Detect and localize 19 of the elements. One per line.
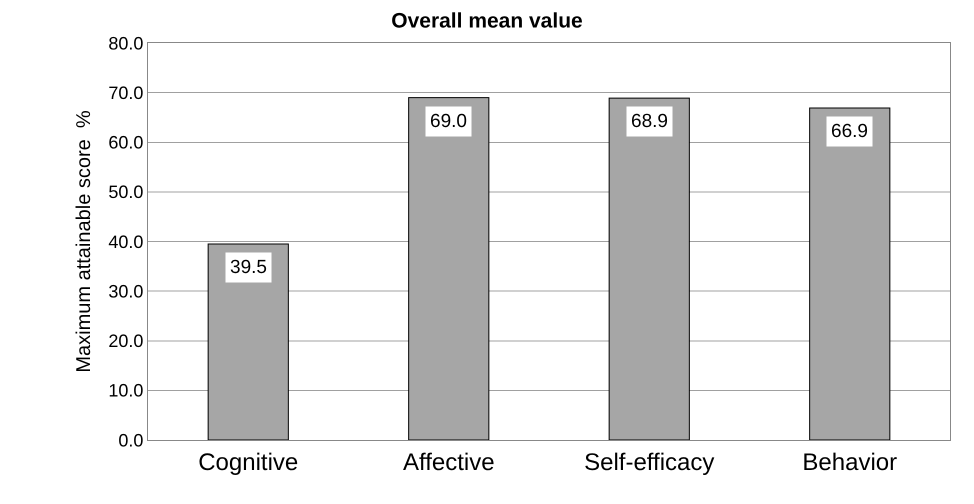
y-tick-label: 30.0 (108, 281, 144, 302)
chart-title: Overall mean value (391, 9, 583, 32)
x-tick-label: Self-efficacy (584, 448, 714, 476)
x-tick-label: Affective (402, 448, 495, 476)
x-tick-label: Behavior (802, 448, 898, 476)
y-tick-label: 0.0 (118, 430, 144, 450)
y-tick-label: 10.0 (108, 380, 144, 401)
y-tick-label: 20.0 (108, 331, 144, 352)
x-tick-label: Cognitive (198, 448, 298, 476)
data-label: 66.9 (831, 121, 868, 142)
data-label: 39.5 (230, 257, 267, 278)
y-tick-label: 50.0 (108, 182, 144, 202)
data-label: 68.9 (631, 111, 668, 132)
y-tick-label: 70.0 (108, 82, 144, 103)
y-tick-label: 60.0 (108, 132, 144, 153)
y-tick-label: 40.0 (108, 232, 144, 252)
y-tick-label: 80.0 (108, 33, 144, 54)
y-axis-title: Maximum attainable score % (72, 110, 95, 373)
data-label: 69.0 (430, 111, 467, 132)
